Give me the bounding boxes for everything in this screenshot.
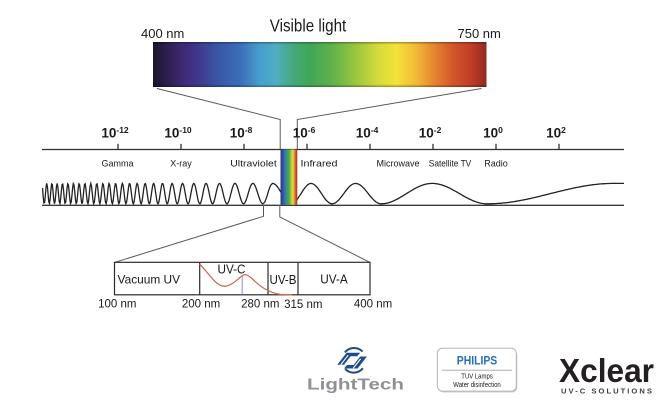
svg-text:TUV Lamps: TUV Lamps	[461, 374, 493, 381]
svg-text:Xclear: Xclear	[559, 352, 654, 389]
svg-text:100 nm: 100 nm	[98, 299, 136, 311]
svg-text:UV-A: UV-A	[320, 273, 348, 287]
svg-text:10-10: 10-10	[164, 125, 192, 141]
svg-text:UV-C: UV-C	[218, 262, 246, 276]
svg-text:315 nm: 315 nm	[284, 299, 322, 311]
svg-text:400 nm: 400 nm	[141, 26, 184, 41]
svg-text:10-2: 10-2	[419, 125, 442, 141]
svg-text:PHILIPS: PHILIPS	[457, 355, 498, 367]
svg-text:Infrared: Infrared	[301, 159, 338, 169]
svg-text:10-8: 10-8	[230, 125, 253, 141]
svg-text:X-ray: X-ray	[170, 159, 192, 169]
svg-text:100: 100	[483, 125, 503, 141]
svg-text:Ultraviolet: Ultraviolet	[230, 159, 277, 169]
svg-text:Water disinfection: Water disinfection	[453, 382, 501, 389]
svg-text:10-12: 10-12	[101, 125, 129, 141]
svg-text:Gamma: Gamma	[101, 159, 133, 169]
svg-text:UV-B: UV-B	[270, 273, 297, 287]
svg-text:280 nm: 280 nm	[241, 299, 279, 311]
svg-text:Vacuum UV: Vacuum UV	[118, 272, 181, 286]
svg-text:400 nm: 400 nm	[354, 299, 392, 311]
svg-text:102: 102	[546, 125, 566, 141]
svg-text:10-4: 10-4	[356, 125, 379, 141]
svg-text:Satellite TV: Satellite TV	[429, 159, 472, 169]
svg-text:Visible light: Visible light	[270, 15, 347, 35]
svg-text:Microwave: Microwave	[376, 159, 419, 169]
svg-text:UV-C SOLUTIONS: UV-C SOLUTIONS	[561, 386, 654, 395]
svg-text:Radio: Radio	[484, 159, 508, 169]
svg-text:LightTech: LightTech	[307, 376, 404, 393]
svg-text:10-6: 10-6	[293, 125, 316, 141]
svg-text:200 nm: 200 nm	[182, 299, 220, 311]
svg-text:750 nm: 750 nm	[458, 26, 501, 41]
